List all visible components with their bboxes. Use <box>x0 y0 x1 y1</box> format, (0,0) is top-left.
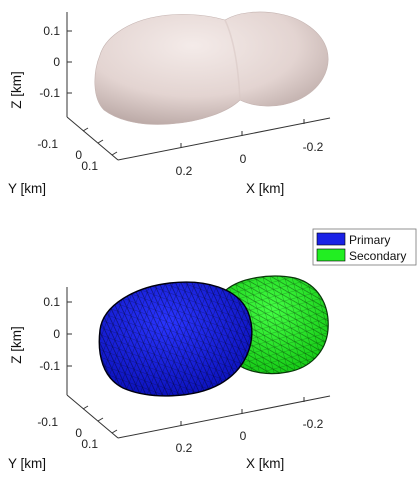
top-z-axis-label: Z [km] <box>9 71 24 109</box>
secondary-lobe <box>225 275 329 375</box>
tick-label: 0.1 <box>81 437 98 451</box>
bottom-y-tick-labels: -0.1 0 0.1 <box>37 415 98 451</box>
bottom-z-axis-label: Z [km] <box>9 326 24 364</box>
top-y-tick-labels: -0.1 0 0.1 <box>37 137 98 173</box>
tick-label: 0 <box>53 55 60 69</box>
tick-label: -0.1 <box>39 359 60 373</box>
bottom-z-tick-labels: 0.1 0 -0.1 <box>39 295 60 373</box>
top-y-axis-label: Y [km] <box>8 181 46 196</box>
legend: Primary Secondary <box>312 228 417 266</box>
bottom-x-axis-label: X [km] <box>246 456 284 471</box>
bottom-x-tick-labels: 0.2 0 -0.2 <box>176 417 324 455</box>
primary-lobe <box>98 281 253 397</box>
legend-swatch-secondary <box>316 248 346 262</box>
bottom-axes <box>66 287 331 439</box>
tick-label: 0 <box>53 327 60 341</box>
legend-label-primary: Primary <box>349 233 390 247</box>
top-x-axis-label: X [km] <box>246 181 284 196</box>
tick-label: 0 <box>240 429 247 443</box>
asteroid-shape-surface <box>94 11 329 125</box>
tick-label: -0.2 <box>303 140 324 154</box>
tick-label: 0.1 <box>43 295 60 309</box>
tick-label: 0 <box>75 426 82 440</box>
tick-label: 0.2 <box>176 164 193 178</box>
top-y-axis-line <box>66 116 119 161</box>
tick-label: -0.2 <box>303 417 324 431</box>
tick-label: -0.1 <box>37 415 58 429</box>
bottom-plot: 0.1 0 -0.1 -0.1 0 0.1 0.2 0 -0.2 Z [km] … <box>8 228 417 471</box>
tick-label: 0 <box>75 148 82 162</box>
bottom-y-axis-line <box>66 394 119 439</box>
top-z-tick-labels: 0.1 0 -0.1 <box>39 24 60 100</box>
tick-label: -0.1 <box>39 86 60 100</box>
tick-label: 0 <box>240 152 247 166</box>
tick-label: 0.2 <box>176 441 193 455</box>
tick-label: 0.1 <box>43 24 60 38</box>
top-x-axis-line <box>117 117 331 161</box>
legend-label-secondary: Secondary <box>349 249 406 263</box>
shape-neck-shading <box>224 19 241 101</box>
top-plot: 0.1 0 -0.1 -0.1 0 0.1 0.2 0 -0.2 Z [km] … <box>8 11 331 196</box>
bottom-y-axis-label: Y [km] <box>8 456 46 471</box>
top-axes <box>66 12 331 161</box>
tick-label: 0.1 <box>81 159 98 173</box>
legend-swatch-primary <box>316 232 346 246</box>
bottom-x-axis-line <box>117 395 331 439</box>
tick-label: -0.1 <box>37 137 58 151</box>
top-x-tick-labels: 0.2 0 -0.2 <box>176 140 324 178</box>
